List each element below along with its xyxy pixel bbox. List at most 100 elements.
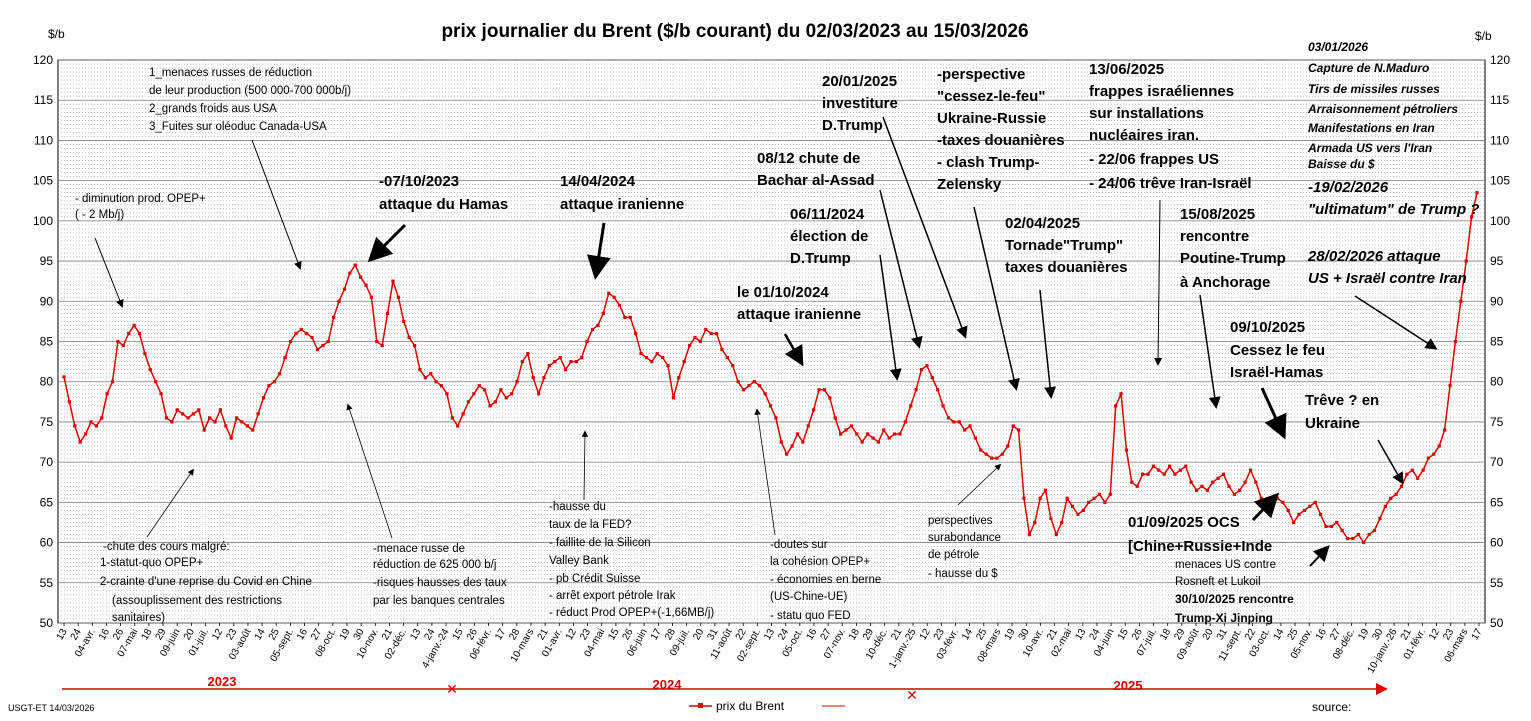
data-point bbox=[1421, 469, 1424, 472]
x-tick-label: 15 bbox=[1116, 627, 1131, 643]
data-point bbox=[602, 312, 605, 315]
x-tick-label: 18 bbox=[139, 627, 154, 643]
ann-gaza-1: 09/10/2025 bbox=[1230, 319, 1305, 336]
data-point bbox=[176, 408, 179, 411]
ann-opec-doubt-3: - économies en berne bbox=[770, 574, 881, 586]
data-point bbox=[769, 404, 772, 407]
ann-trump-xi-4: Trump-Xi Jinping bbox=[1175, 611, 1273, 625]
data-point bbox=[208, 416, 211, 419]
data-point bbox=[882, 428, 885, 431]
y-tick-right: 75 bbox=[1490, 415, 1504, 429]
data-point bbox=[1297, 513, 1300, 516]
data-point bbox=[1006, 444, 1009, 447]
data-point bbox=[79, 440, 82, 443]
y-tick-left: 65 bbox=[40, 495, 54, 509]
ann-iran-2024-2: attaque iranienne bbox=[560, 196, 684, 213]
data-point bbox=[737, 380, 740, 383]
data-point bbox=[532, 376, 535, 379]
data-point bbox=[1033, 521, 1036, 524]
data-point bbox=[224, 424, 227, 427]
ann-surplus-3: de pétrole bbox=[928, 549, 979, 561]
data-point bbox=[413, 344, 416, 347]
data-point bbox=[1454, 340, 1457, 343]
ann-tariffs-2: Tornade"Trump" bbox=[1005, 237, 1123, 254]
data-point bbox=[1114, 404, 1117, 407]
data-point bbox=[963, 428, 966, 431]
data-point bbox=[203, 428, 206, 431]
data-point bbox=[359, 276, 362, 279]
data-point bbox=[1411, 469, 1414, 472]
data-point bbox=[521, 360, 524, 363]
data-point bbox=[1319, 513, 1322, 516]
chart-title: prix journalier du Brent ($/b courant) d… bbox=[441, 21, 1028, 42]
ann-election-3: D.Trump bbox=[790, 250, 851, 267]
data-point bbox=[559, 356, 562, 359]
data-point bbox=[418, 368, 421, 371]
data-point bbox=[1044, 489, 1047, 492]
ann-gaza-3: Israël-Hamas bbox=[1230, 364, 1323, 381]
data-point bbox=[488, 404, 491, 407]
data-point bbox=[1157, 469, 1160, 472]
y-tick-right: 80 bbox=[1490, 375, 1504, 389]
y-tick-left: 95 bbox=[40, 254, 54, 268]
data-point bbox=[1357, 533, 1360, 536]
data-point bbox=[1136, 485, 1139, 488]
data-point bbox=[1028, 533, 1031, 536]
ann-anchorage-3: Poutine-Trump bbox=[1180, 250, 1286, 267]
y-tick-left: 110 bbox=[34, 133, 53, 147]
data-point bbox=[828, 396, 831, 399]
ann-inauguration-2: investiture bbox=[822, 95, 898, 112]
y-tick-left: 55 bbox=[40, 576, 54, 590]
data-point bbox=[478, 384, 481, 387]
data-point bbox=[747, 384, 750, 387]
data-point bbox=[1152, 465, 1155, 468]
data-point bbox=[790, 444, 793, 447]
ann-trump-xi-2: Rosneft et Lukoil bbox=[1175, 576, 1261, 588]
data-point bbox=[106, 392, 109, 395]
legend-marker bbox=[698, 703, 703, 708]
ann-russia-625-3: -risques hausses des taux bbox=[373, 577, 507, 589]
data-point bbox=[391, 280, 394, 283]
ann-gaza-2: Cessez le feu bbox=[1230, 342, 1325, 359]
ann-israel-iran-1: 13/06/2025 bbox=[1089, 61, 1164, 78]
ann-election-2: élection de bbox=[790, 228, 868, 245]
x-tick-label: 12 bbox=[564, 627, 579, 643]
data-point bbox=[1362, 541, 1365, 544]
ann-russia-625-2: réduction de 625 000 b/j bbox=[373, 559, 496, 571]
legend: prix du Brent bbox=[689, 699, 845, 713]
ann-covid-1: -chute des cours malgré: bbox=[103, 541, 230, 553]
data-point bbox=[807, 424, 810, 427]
data-point bbox=[429, 372, 432, 375]
data-point bbox=[1373, 529, 1376, 532]
data-point bbox=[796, 432, 799, 435]
data-point bbox=[844, 428, 847, 431]
data-point bbox=[461, 412, 464, 415]
ann-us-israel-1: 28/02/2026 attaque bbox=[1307, 248, 1441, 265]
year-2024: 2024 bbox=[653, 677, 683, 692]
x-tick-label: 16 bbox=[97, 627, 112, 643]
data-point bbox=[1130, 481, 1133, 484]
data-point bbox=[1389, 497, 1392, 500]
data-point bbox=[990, 457, 993, 460]
data-point bbox=[1179, 469, 1182, 472]
ann-2026-4: Arraisonnement pétroliers bbox=[1307, 102, 1458, 116]
data-point bbox=[192, 412, 195, 415]
data-point bbox=[1217, 477, 1220, 480]
data-point bbox=[607, 292, 610, 295]
x-tick-label: 14 bbox=[253, 627, 268, 643]
ann-covid-5: sanitaires) bbox=[112, 612, 165, 624]
data-point bbox=[1384, 505, 1387, 508]
y-tick-right: 85 bbox=[1490, 335, 1504, 349]
ann-ceasefire-1: -perspective bbox=[937, 66, 1025, 83]
ann-inauguration-1: 20/01/2025 bbox=[822, 73, 897, 90]
data-point bbox=[995, 457, 998, 460]
data-point bbox=[1071, 505, 1074, 508]
x-tick-label: 17 bbox=[649, 627, 664, 643]
data-point bbox=[639, 352, 642, 355]
year-separator-1: ✕ bbox=[446, 681, 458, 697]
ann-opec-doubt-2: la cohésion OPEP+ bbox=[770, 556, 870, 568]
data-point bbox=[1432, 453, 1435, 456]
data-point bbox=[979, 448, 982, 451]
data-point bbox=[348, 272, 351, 275]
data-point bbox=[1465, 259, 1468, 262]
